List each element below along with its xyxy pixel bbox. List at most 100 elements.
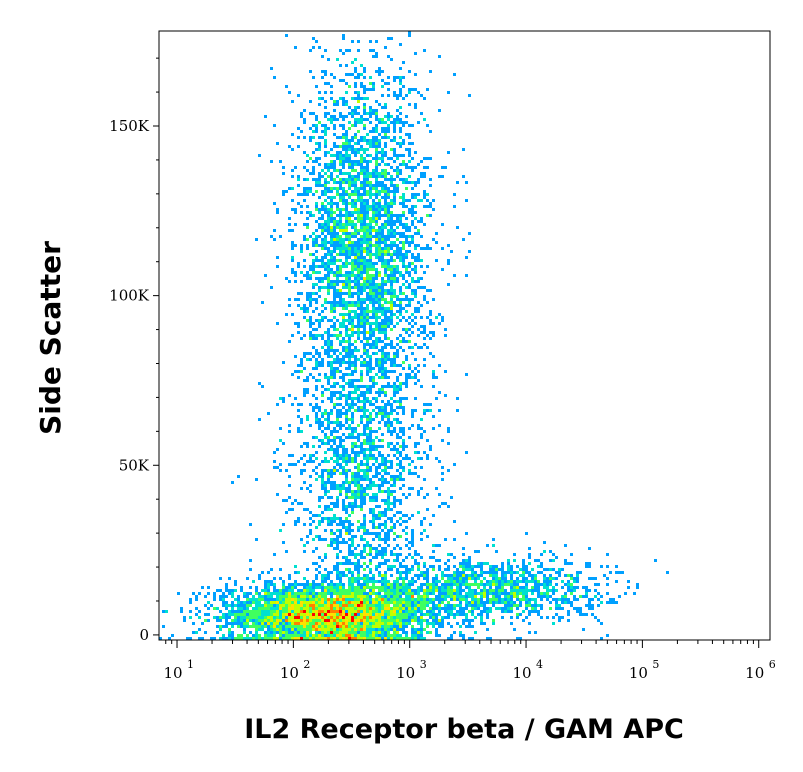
density-cell — [372, 220, 375, 223]
density-cell — [273, 76, 276, 79]
density-cell — [402, 259, 405, 262]
density-cell — [546, 583, 549, 586]
density-cell — [468, 592, 471, 595]
density-cell — [414, 292, 417, 295]
density-cell — [405, 199, 408, 202]
density-cell — [378, 298, 381, 301]
density-cell — [168, 637, 171, 640]
density-cell — [342, 157, 345, 160]
density-cell — [273, 619, 276, 622]
density-cell — [588, 598, 591, 601]
density-cell — [597, 592, 600, 595]
density-cell — [363, 454, 366, 457]
density-cell — [354, 391, 357, 394]
density-cell — [351, 280, 354, 283]
density-cell — [273, 583, 276, 586]
density-cell — [378, 472, 381, 475]
density-cell — [402, 85, 405, 88]
density-cell — [363, 502, 366, 505]
density-cell — [462, 607, 465, 610]
density-cell — [405, 223, 408, 226]
density-cell — [402, 604, 405, 607]
density-cell — [249, 613, 252, 616]
density-cell — [417, 577, 420, 580]
density-cell — [465, 274, 468, 277]
density-cell — [393, 79, 396, 82]
density-cell — [384, 199, 387, 202]
density-cell — [303, 610, 306, 613]
density-cell — [327, 286, 330, 289]
density-cell — [336, 616, 339, 619]
density-cell — [348, 112, 351, 115]
density-cell — [315, 307, 318, 310]
density-cell — [324, 253, 327, 256]
density-cell — [330, 631, 333, 634]
density-cell — [450, 586, 453, 589]
density-cell — [357, 577, 360, 580]
density-cell — [360, 283, 363, 286]
density-cell — [357, 529, 360, 532]
density-cell — [633, 592, 636, 595]
density-cell — [354, 355, 357, 358]
density-cell — [396, 619, 399, 622]
density-cell — [378, 214, 381, 217]
density-cell — [480, 610, 483, 613]
density-cell — [381, 253, 384, 256]
density-cell — [303, 523, 306, 526]
density-cell — [564, 601, 567, 604]
density-cell — [291, 133, 294, 136]
density-cell — [399, 169, 402, 172]
density-cell — [381, 439, 384, 442]
density-cell — [327, 196, 330, 199]
density-cell — [396, 385, 399, 388]
density-cell — [354, 133, 357, 136]
density-cell — [411, 124, 414, 127]
density-cell — [357, 97, 360, 100]
density-cell — [405, 265, 408, 268]
density-cell — [330, 604, 333, 607]
density-cell — [399, 310, 402, 313]
density-cell — [357, 268, 360, 271]
density-cell — [240, 622, 243, 625]
density-cell — [384, 376, 387, 379]
density-cell — [312, 46, 315, 49]
density-cell — [342, 280, 345, 283]
density-cell — [354, 226, 357, 229]
density-cell — [399, 223, 402, 226]
density-cell — [423, 598, 426, 601]
density-cell — [321, 580, 324, 583]
density-cell — [351, 292, 354, 295]
density-cell — [417, 637, 420, 640]
density-cell — [420, 331, 423, 334]
density-cell — [384, 325, 387, 328]
density-cell — [363, 637, 366, 640]
density-cell — [390, 304, 393, 307]
density-cell — [264, 589, 267, 592]
density-cell — [306, 205, 309, 208]
density-cell — [348, 154, 351, 157]
density-cell — [321, 385, 324, 388]
density-cell — [369, 112, 372, 115]
density-cell — [390, 526, 393, 529]
density-cell — [312, 232, 315, 235]
density-cell — [306, 586, 309, 589]
density-cell — [342, 355, 345, 358]
density-cell — [453, 580, 456, 583]
density-cell — [351, 175, 354, 178]
density-cell — [381, 292, 384, 295]
density-cell — [327, 223, 330, 226]
density-cell — [450, 250, 453, 253]
density-cell — [291, 169, 294, 172]
density-cell — [237, 595, 240, 598]
density-cell — [285, 586, 288, 589]
density-cell — [399, 304, 402, 307]
density-cell — [447, 580, 450, 583]
density-cell — [327, 247, 330, 250]
density-cell — [564, 559, 567, 562]
density-cell — [366, 223, 369, 226]
density-cell — [408, 637, 411, 640]
density-cell — [381, 235, 384, 238]
density-cell — [393, 121, 396, 124]
density-cell — [414, 151, 417, 154]
density-cell — [375, 211, 378, 214]
